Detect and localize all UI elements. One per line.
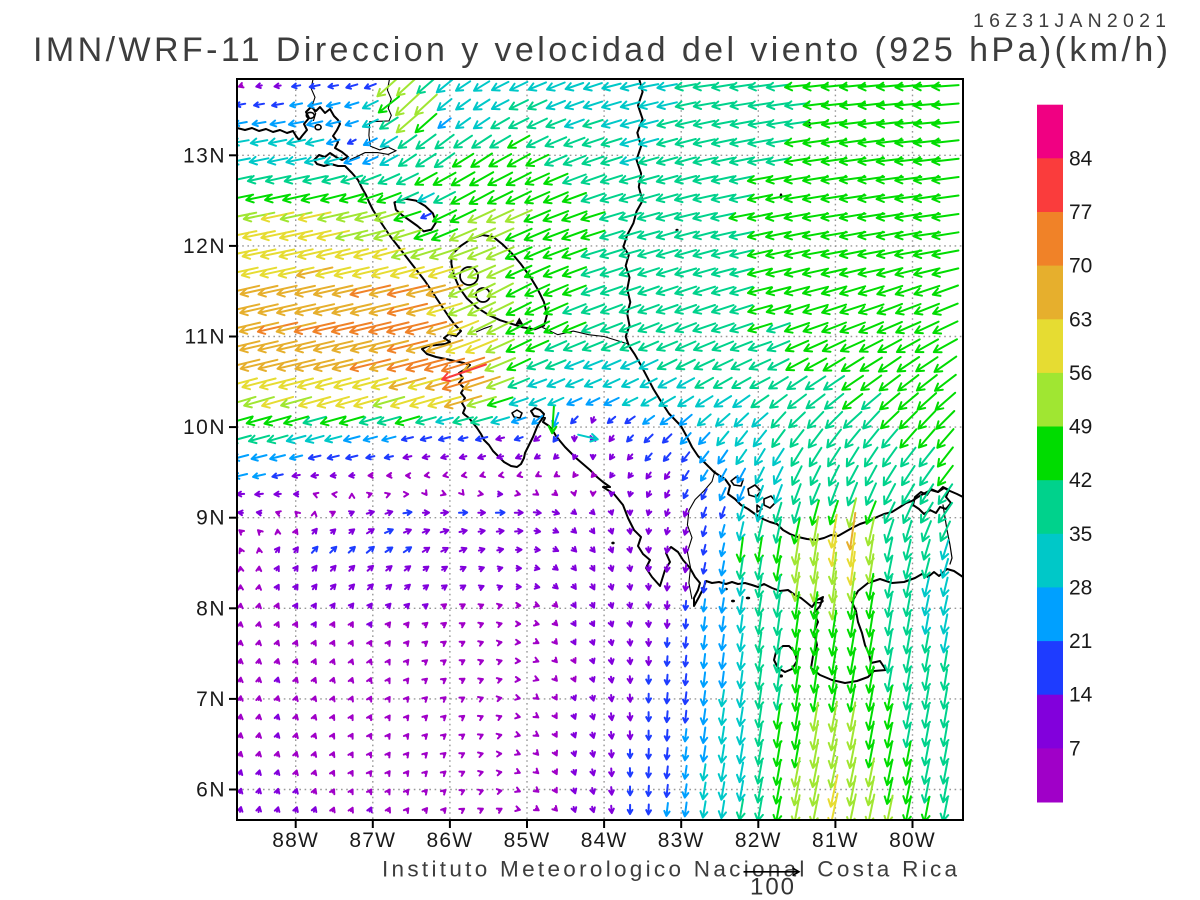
svg-text:82W: 82W [735, 829, 782, 852]
svg-text:83W: 83W [658, 829, 705, 852]
svg-text:7: 7 [1069, 737, 1081, 760]
svg-text:86W: 86W [427, 829, 474, 852]
svg-text:100: 100 [750, 874, 794, 900]
svg-text:12N: 12N [183, 235, 226, 258]
svg-text:88W: 88W [272, 829, 319, 852]
svg-text:42: 42 [1069, 469, 1092, 492]
svg-text:84W: 84W [581, 829, 628, 852]
svg-text:77: 77 [1069, 201, 1092, 224]
svg-text:28: 28 [1069, 576, 1092, 599]
svg-text:14: 14 [1069, 684, 1093, 707]
svg-text:9N: 9N [196, 507, 226, 530]
svg-text:35: 35 [1069, 523, 1092, 546]
svg-text:13N: 13N [183, 144, 226, 167]
svg-text:63: 63 [1069, 308, 1092, 331]
svg-text:21: 21 [1069, 630, 1092, 653]
svg-text:84: 84 [1069, 147, 1093, 170]
svg-text:70: 70 [1069, 255, 1092, 278]
svg-text:Instituto Meteorologico Nacion: Instituto Meteorologico Nacional Costa R… [382, 857, 957, 882]
svg-text:10N: 10N [183, 416, 226, 439]
svg-text:7N: 7N [196, 688, 226, 711]
svg-text:56: 56 [1069, 362, 1092, 385]
svg-text:49: 49 [1069, 416, 1092, 439]
svg-text:85W: 85W [504, 829, 551, 852]
svg-text:8N: 8N [196, 597, 226, 620]
svg-text:80W: 80W [889, 829, 936, 852]
svg-text:81W: 81W [812, 829, 859, 852]
svg-text:11N: 11N [185, 326, 226, 349]
svg-text:87W: 87W [349, 829, 396, 852]
svg-text:6N: 6N [196, 779, 226, 802]
